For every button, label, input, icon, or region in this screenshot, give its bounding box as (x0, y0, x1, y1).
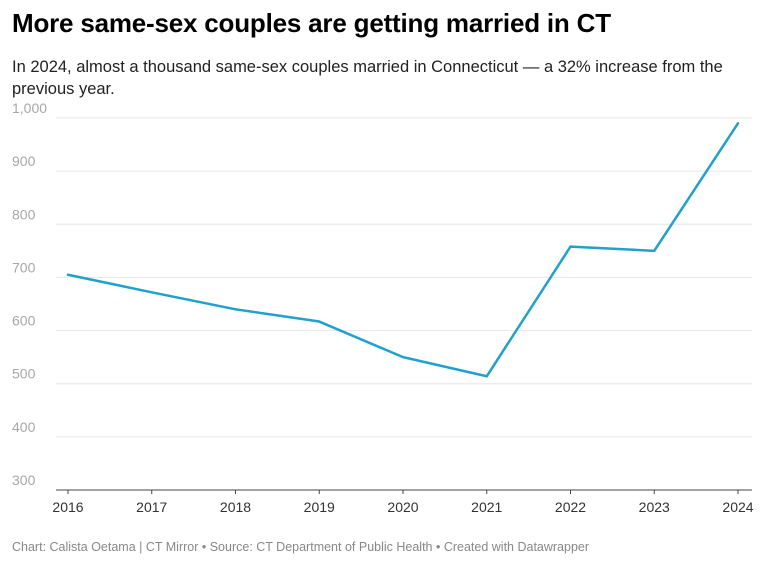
y-tick-label-1000: 1,000 (12, 100, 47, 116)
y-tick-label-900: 900 (12, 153, 36, 169)
y-tick-label-700: 700 (12, 259, 36, 275)
chart-footer: Chart: Calista Oetama | CT Mirror • Sour… (12, 540, 590, 554)
data-point-2016 (66, 273, 70, 276)
x-tick-label-2024: 2024 (722, 499, 753, 515)
data-point-2022 (569, 245, 572, 248)
y-tick-label-400: 400 (12, 419, 36, 435)
x-tick-label-2023: 2023 (639, 499, 670, 515)
x-tick-label-2017: 2017 (136, 499, 167, 515)
series-layer (66, 122, 740, 378)
x-tick-label-2018: 2018 (220, 499, 251, 515)
x-tick-label-2019: 2019 (304, 499, 335, 515)
data-point-2023 (653, 249, 656, 253)
x-tick-label-2022: 2022 (555, 499, 586, 515)
y-axis-labels: 300 400 500 600 700 800 900 1,000 (12, 100, 47, 488)
y-tick-label-600: 600 (12, 313, 36, 329)
series-line-0 (66, 122, 740, 378)
data-point-2024 (736, 122, 740, 125)
y-tick-label-300: 300 (12, 472, 36, 488)
x-tick-label-2016: 2016 (52, 499, 83, 515)
data-point-2017 (150, 291, 153, 294)
chart-title: More same-sex couples are getting marrie… (12, 8, 611, 38)
x-tick-label-2021: 2021 (471, 499, 502, 515)
data-point-2019 (318, 320, 321, 323)
y-tick-label-500: 500 (12, 366, 36, 382)
x-tick-label-2020: 2020 (387, 499, 418, 515)
x-axis-labels: 2016 2017 2018 2019 2020 2021 2022 2023 2024 (52, 490, 754, 515)
chart-subtitle: In 2024, almost a thousand same-sex coup… (12, 58, 723, 98)
data-point-2020 (401, 355, 405, 359)
data-point-2018 (234, 308, 237, 311)
gridlines (56, 117, 752, 491)
y-tick-label-800: 800 (12, 206, 36, 222)
data-point-2021 (485, 375, 488, 378)
